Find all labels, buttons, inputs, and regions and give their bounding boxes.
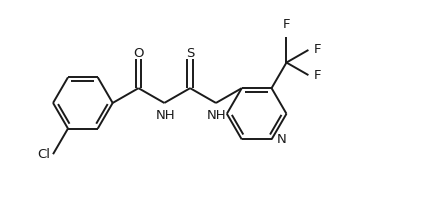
Text: F: F	[283, 18, 290, 31]
Text: O: O	[133, 47, 144, 60]
Text: Cl: Cl	[37, 148, 50, 161]
Text: NH: NH	[155, 109, 175, 122]
Text: N: N	[276, 133, 286, 146]
Text: F: F	[313, 44, 321, 56]
Text: NH: NH	[207, 109, 227, 122]
Text: S: S	[186, 47, 194, 60]
Text: F: F	[313, 69, 321, 82]
